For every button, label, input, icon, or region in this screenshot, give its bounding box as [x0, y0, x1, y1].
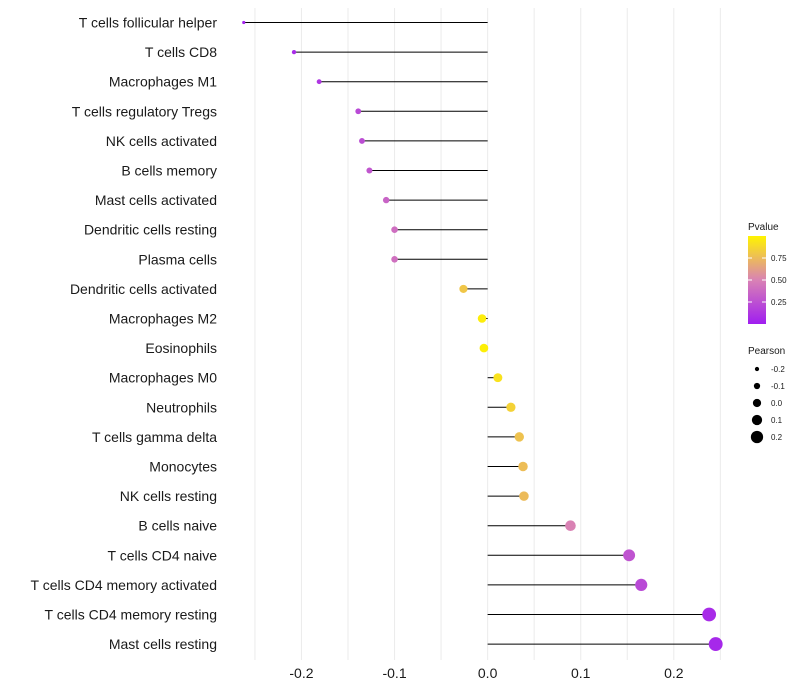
category-label: Eosinophils — [145, 340, 217, 356]
size-legend-dot — [752, 398, 762, 408]
category-label: T cells CD8 — [145, 44, 217, 60]
x-axis-ticks: -0.2 -0.1 0.0 0.1 0.2 — [289, 665, 683, 681]
pvalue-legend-title: Pvalue — [748, 222, 779, 233]
category-label: B cells memory — [121, 163, 217, 179]
size-legend-label: 0.1 — [771, 416, 783, 425]
category-label: T cells CD4 memory resting — [45, 607, 217, 623]
lollipop-point — [493, 373, 503, 383]
category-label: Macrophages M1 — [109, 74, 217, 90]
colorbar-tick-label: 0.50 — [771, 276, 787, 285]
lollipop-point — [359, 137, 365, 144]
pvalue-legend-ticks: 0.25 0.50 0.75 — [748, 254, 787, 307]
x-tick-label: 0.2 — [664, 665, 684, 681]
dot-layer — [242, 20, 723, 652]
category-label: Mast cells activated — [95, 192, 217, 208]
x-tick-label: 0.1 — [571, 665, 591, 681]
colorbar-tick-label: 0.25 — [771, 298, 787, 307]
lollipop-point — [291, 49, 297, 55]
category-label: B cells naive — [138, 518, 217, 534]
category-label: T cells gamma delta — [92, 429, 217, 445]
pearson-legend-title: Pearson — [748, 346, 785, 357]
category-label: NK cells activated — [106, 133, 217, 149]
lollipop-point — [316, 79, 322, 85]
pvalue-colorbar — [748, 236, 766, 324]
category-label: Dendritic cells activated — [70, 281, 217, 297]
legend: Pvalue 0.25 0.50 0.75 Pearson -0.2 -0.1 0.0 0… — [748, 222, 787, 444]
lollipop-point — [366, 167, 373, 174]
stem-layer — [243, 22, 716, 645]
category-label: Plasma cells — [138, 251, 217, 267]
lollipop-point — [391, 226, 398, 233]
lollipop-point — [391, 256, 398, 263]
lollipop-point — [635, 578, 648, 592]
category-label: Dendritic cells resting — [84, 222, 217, 238]
pearson-legend-items: -0.2 -0.1 0.0 0.1 0.2 — [750, 365, 785, 444]
x-tick-label: -0.2 — [289, 665, 313, 681]
lollipop-point — [355, 108, 362, 115]
category-label: T cells follicular helper — [79, 15, 218, 31]
lollipop-point — [708, 637, 723, 652]
lollipop-point — [518, 461, 528, 472]
lollipop-point — [702, 607, 717, 622]
lollipop-point — [565, 520, 576, 531]
category-label: Monocytes — [149, 459, 217, 475]
category-label: Neutrophils — [146, 399, 217, 415]
category-label: Macrophages M0 — [109, 370, 217, 386]
size-legend-label: 0.2 — [771, 433, 783, 442]
category-label: Mast cells resting — [109, 636, 217, 652]
size-legend-label: 0.0 — [771, 399, 783, 408]
x-tick-label: -0.1 — [382, 665, 406, 681]
lollipop-point — [242, 20, 246, 25]
lollipop-point — [459, 284, 468, 293]
lollipop-point — [479, 343, 489, 353]
size-legend-dot — [754, 366, 760, 372]
lollipop-point — [519, 491, 529, 501]
category-label: T cells CD4 naive — [108, 547, 218, 563]
lollipop-point — [382, 196, 390, 204]
y-axis-labels: T cells follicular helper T cells CD8 Macr… — [31, 15, 218, 653]
category-label: T cells CD4 memory activated — [31, 577, 217, 593]
lollipop-point — [514, 432, 524, 442]
size-legend-dot — [753, 382, 761, 390]
category-label: NK cells resting — [120, 488, 217, 504]
lollipop-point — [477, 314, 487, 323]
size-legend-label: -0.1 — [771, 382, 785, 391]
category-label: Macrophages M2 — [109, 311, 217, 327]
category-label: T cells regulatory Tregs — [72, 103, 217, 119]
lollipop-point — [623, 549, 636, 562]
x-tick-label: 0.0 — [478, 665, 498, 681]
size-legend-dot — [751, 414, 763, 426]
lollipop-point — [506, 402, 516, 412]
size-legend-label: -0.2 — [771, 365, 785, 374]
size-legend-dot — [750, 430, 764, 444]
grid-layer — [254, 8, 721, 660]
colorbar-tick-label: 0.75 — [771, 254, 787, 263]
